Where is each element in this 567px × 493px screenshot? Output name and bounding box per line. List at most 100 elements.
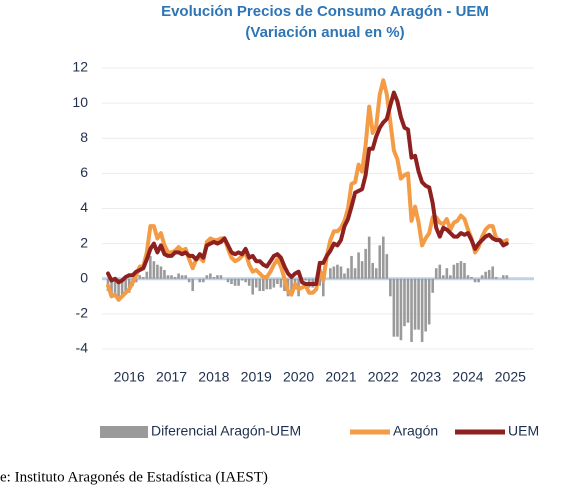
- x-tick-label: 2025: [495, 369, 526, 385]
- bar: [247, 278, 251, 286]
- line: [106, 78, 509, 302]
- bar: [350, 255, 353, 279]
- bar: [378, 245, 382, 279]
- x-tick-label: 2023: [410, 369, 441, 385]
- bar: [265, 278, 269, 290]
- y-tick-label: 8: [80, 129, 88, 145]
- bar: [201, 278, 205, 283]
- bar: [434, 268, 438, 279]
- bar: [149, 255, 152, 279]
- bar: [134, 278, 138, 283]
- bar: [431, 278, 435, 293]
- bar: [367, 236, 371, 279]
- bar: [459, 261, 463, 279]
- x-tick-label: 2024: [452, 369, 483, 385]
- bar: [237, 278, 240, 286]
- bar: [360, 261, 364, 279]
- bar: [251, 278, 255, 295]
- bar: [321, 278, 325, 297]
- x-tick-label: 2022: [368, 369, 399, 385]
- y-tick-label: -2: [76, 305, 89, 321]
- bar: [209, 273, 212, 279]
- bar: [219, 275, 223, 279]
- bar: [216, 275, 219, 279]
- bar: [438, 264, 442, 279]
- bar: [152, 261, 156, 279]
- bar: [406, 278, 410, 323]
- bar: [445, 268, 449, 279]
- bar: [110, 278, 113, 295]
- bar: [346, 268, 350, 279]
- bar: [484, 271, 487, 279]
- bar: [339, 266, 343, 279]
- bar: [403, 278, 406, 327]
- bar: [424, 278, 427, 332]
- bar: [254, 278, 258, 288]
- bar: [420, 278, 424, 342]
- bar: [187, 278, 191, 283]
- bar: [261, 278, 265, 292]
- bar: [463, 262, 466, 279]
- bar: [198, 278, 202, 283]
- bar: [159, 266, 163, 279]
- bar: [272, 278, 276, 288]
- chart-subtitle: (Variación anual en %): [245, 24, 404, 41]
- bar: [456, 262, 459, 279]
- bar: [138, 275, 142, 279]
- bar: [156, 264, 159, 279]
- y-tick-label: 4: [80, 199, 88, 215]
- bar: [240, 278, 244, 281]
- bar: [449, 275, 452, 279]
- bar: [205, 275, 209, 279]
- bar: [357, 252, 360, 279]
- bar: [410, 278, 413, 342]
- bar: [184, 275, 187, 279]
- bar: [332, 266, 336, 279]
- bar: [389, 278, 392, 297]
- y-tick-label: 2: [80, 234, 88, 250]
- bar: [385, 254, 389, 279]
- bar: [396, 278, 399, 337]
- bar: [170, 275, 173, 279]
- bar: [487, 269, 491, 279]
- bar: [381, 236, 385, 279]
- bar: [413, 278, 417, 330]
- bar: [473, 278, 477, 283]
- bar: [477, 278, 480, 283]
- bar: [336, 264, 339, 279]
- bar: [329, 268, 332, 279]
- x-tick-label: 2019: [241, 369, 272, 385]
- bar: [244, 278, 247, 283]
- bar: [145, 271, 149, 279]
- bar: [166, 275, 170, 279]
- x-tick-label: 2016: [114, 369, 145, 385]
- bar: [392, 278, 396, 337]
- y-tick-label: 10: [72, 94, 88, 110]
- legend-swatch: [100, 426, 148, 438]
- chart-title: Evolución Precios de Consumo Aragón - UE…: [161, 3, 489, 20]
- bar: [304, 278, 307, 281]
- bar: [494, 276, 498, 279]
- source-note: e: Instituto Aragonés de Estadística (IA…: [0, 469, 268, 485]
- bar: [173, 276, 177, 279]
- bar: [269, 278, 272, 290]
- bar: [343, 273, 346, 279]
- bar: [452, 264, 456, 279]
- bar: [374, 268, 378, 279]
- y-tick-label: 0: [80, 269, 88, 285]
- line: [106, 90, 509, 286]
- bar: [191, 278, 195, 292]
- bar: [427, 278, 431, 325]
- bar: [505, 275, 509, 279]
- bar: [120, 278, 124, 295]
- bar: [417, 278, 420, 330]
- bar: [371, 262, 375, 279]
- bar: [290, 278, 293, 297]
- bar: [470, 276, 473, 279]
- bar: [318, 278, 322, 286]
- bar: [480, 275, 484, 279]
- bar: [163, 269, 166, 279]
- bar: [364, 248, 367, 279]
